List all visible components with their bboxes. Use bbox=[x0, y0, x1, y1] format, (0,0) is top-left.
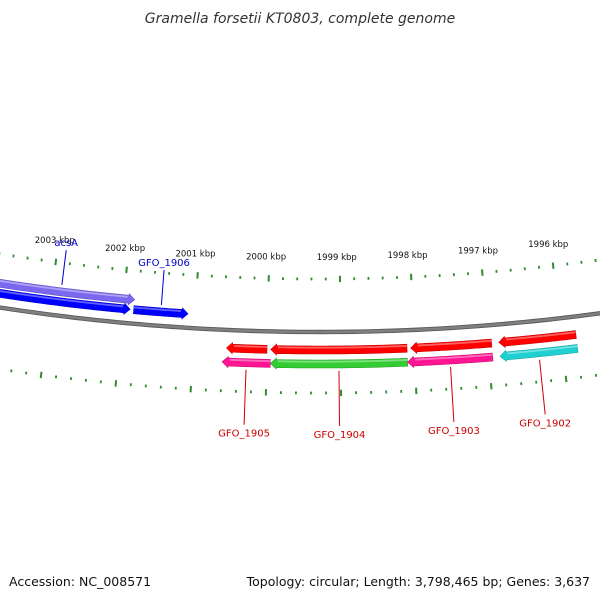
gfo_1905-arrow bbox=[221, 355, 271, 369]
feature-arrows bbox=[0, 278, 579, 370]
feature-label: GFO_1905 bbox=[218, 429, 270, 440]
gfo_1903-arrow bbox=[407, 352, 494, 369]
scale-label: 2003 kbp bbox=[35, 236, 75, 246]
major-tick bbox=[54, 258, 58, 266]
genome-summary-label: Topology: circular; Length: 3,798,465 bp… bbox=[246, 574, 590, 589]
major-tick bbox=[114, 380, 118, 387]
acsa-arrow bbox=[0, 278, 136, 306]
feature-leader-line bbox=[61, 250, 67, 285]
feature-leader-line bbox=[539, 359, 546, 415]
scale-label: 1997 kbp bbox=[458, 247, 498, 257]
scale-label: 2000 kbp bbox=[246, 252, 286, 262]
feature-leader-line bbox=[243, 369, 247, 425]
feature-leader-line bbox=[450, 366, 455, 422]
map-title: Gramella forsetii KT0803, complete genom… bbox=[145, 11, 455, 27]
feature-label: GFO_1906 bbox=[138, 258, 190, 269]
cds-arrow bbox=[0, 289, 131, 315]
gfo_1906-arrow bbox=[133, 305, 189, 320]
feature-label: GFO_1903 bbox=[428, 426, 480, 437]
scale-label: 2001 kbp bbox=[175, 249, 215, 259]
gfo_1902-arrow bbox=[499, 344, 579, 363]
cds-arrow bbox=[226, 342, 268, 355]
backbone bbox=[0, 305, 600, 335]
major-tick bbox=[481, 269, 484, 276]
scale-label: 1998 kbp bbox=[387, 251, 427, 261]
major-tick bbox=[39, 371, 43, 379]
feature-label: GFO_1904 bbox=[314, 430, 366, 441]
scale-labels: 2003 kbp 2002 kbp 2001 kbp 2000 kbp 1999 kbp… bbox=[35, 236, 569, 263]
cds-arrow bbox=[498, 330, 577, 349]
feature-label: acsA bbox=[54, 238, 78, 249]
feature-label: GFO_1902 bbox=[519, 419, 571, 430]
tick-marks bbox=[0, 252, 598, 397]
major-tick bbox=[125, 266, 128, 274]
scale-label: 1999 kbp bbox=[317, 253, 357, 263]
gfo_1904-arrow bbox=[269, 357, 409, 370]
major-tick bbox=[551, 262, 555, 270]
cds-arrow bbox=[270, 343, 408, 356]
major-tick bbox=[564, 375, 568, 383]
major-tick bbox=[490, 382, 493, 390]
accession-label: Accession: NC_008571 bbox=[9, 574, 152, 589]
scale-label: 1996 kbp bbox=[528, 240, 568, 250]
cds-arrow bbox=[410, 338, 493, 354]
feature-labels: acsAGFO_1906GFO_1901GFO_1905GFO_1904GFO_… bbox=[54, 238, 571, 441]
feature-leader-line bbox=[160, 270, 165, 305]
scale-label: 2002 kbp bbox=[105, 244, 145, 254]
